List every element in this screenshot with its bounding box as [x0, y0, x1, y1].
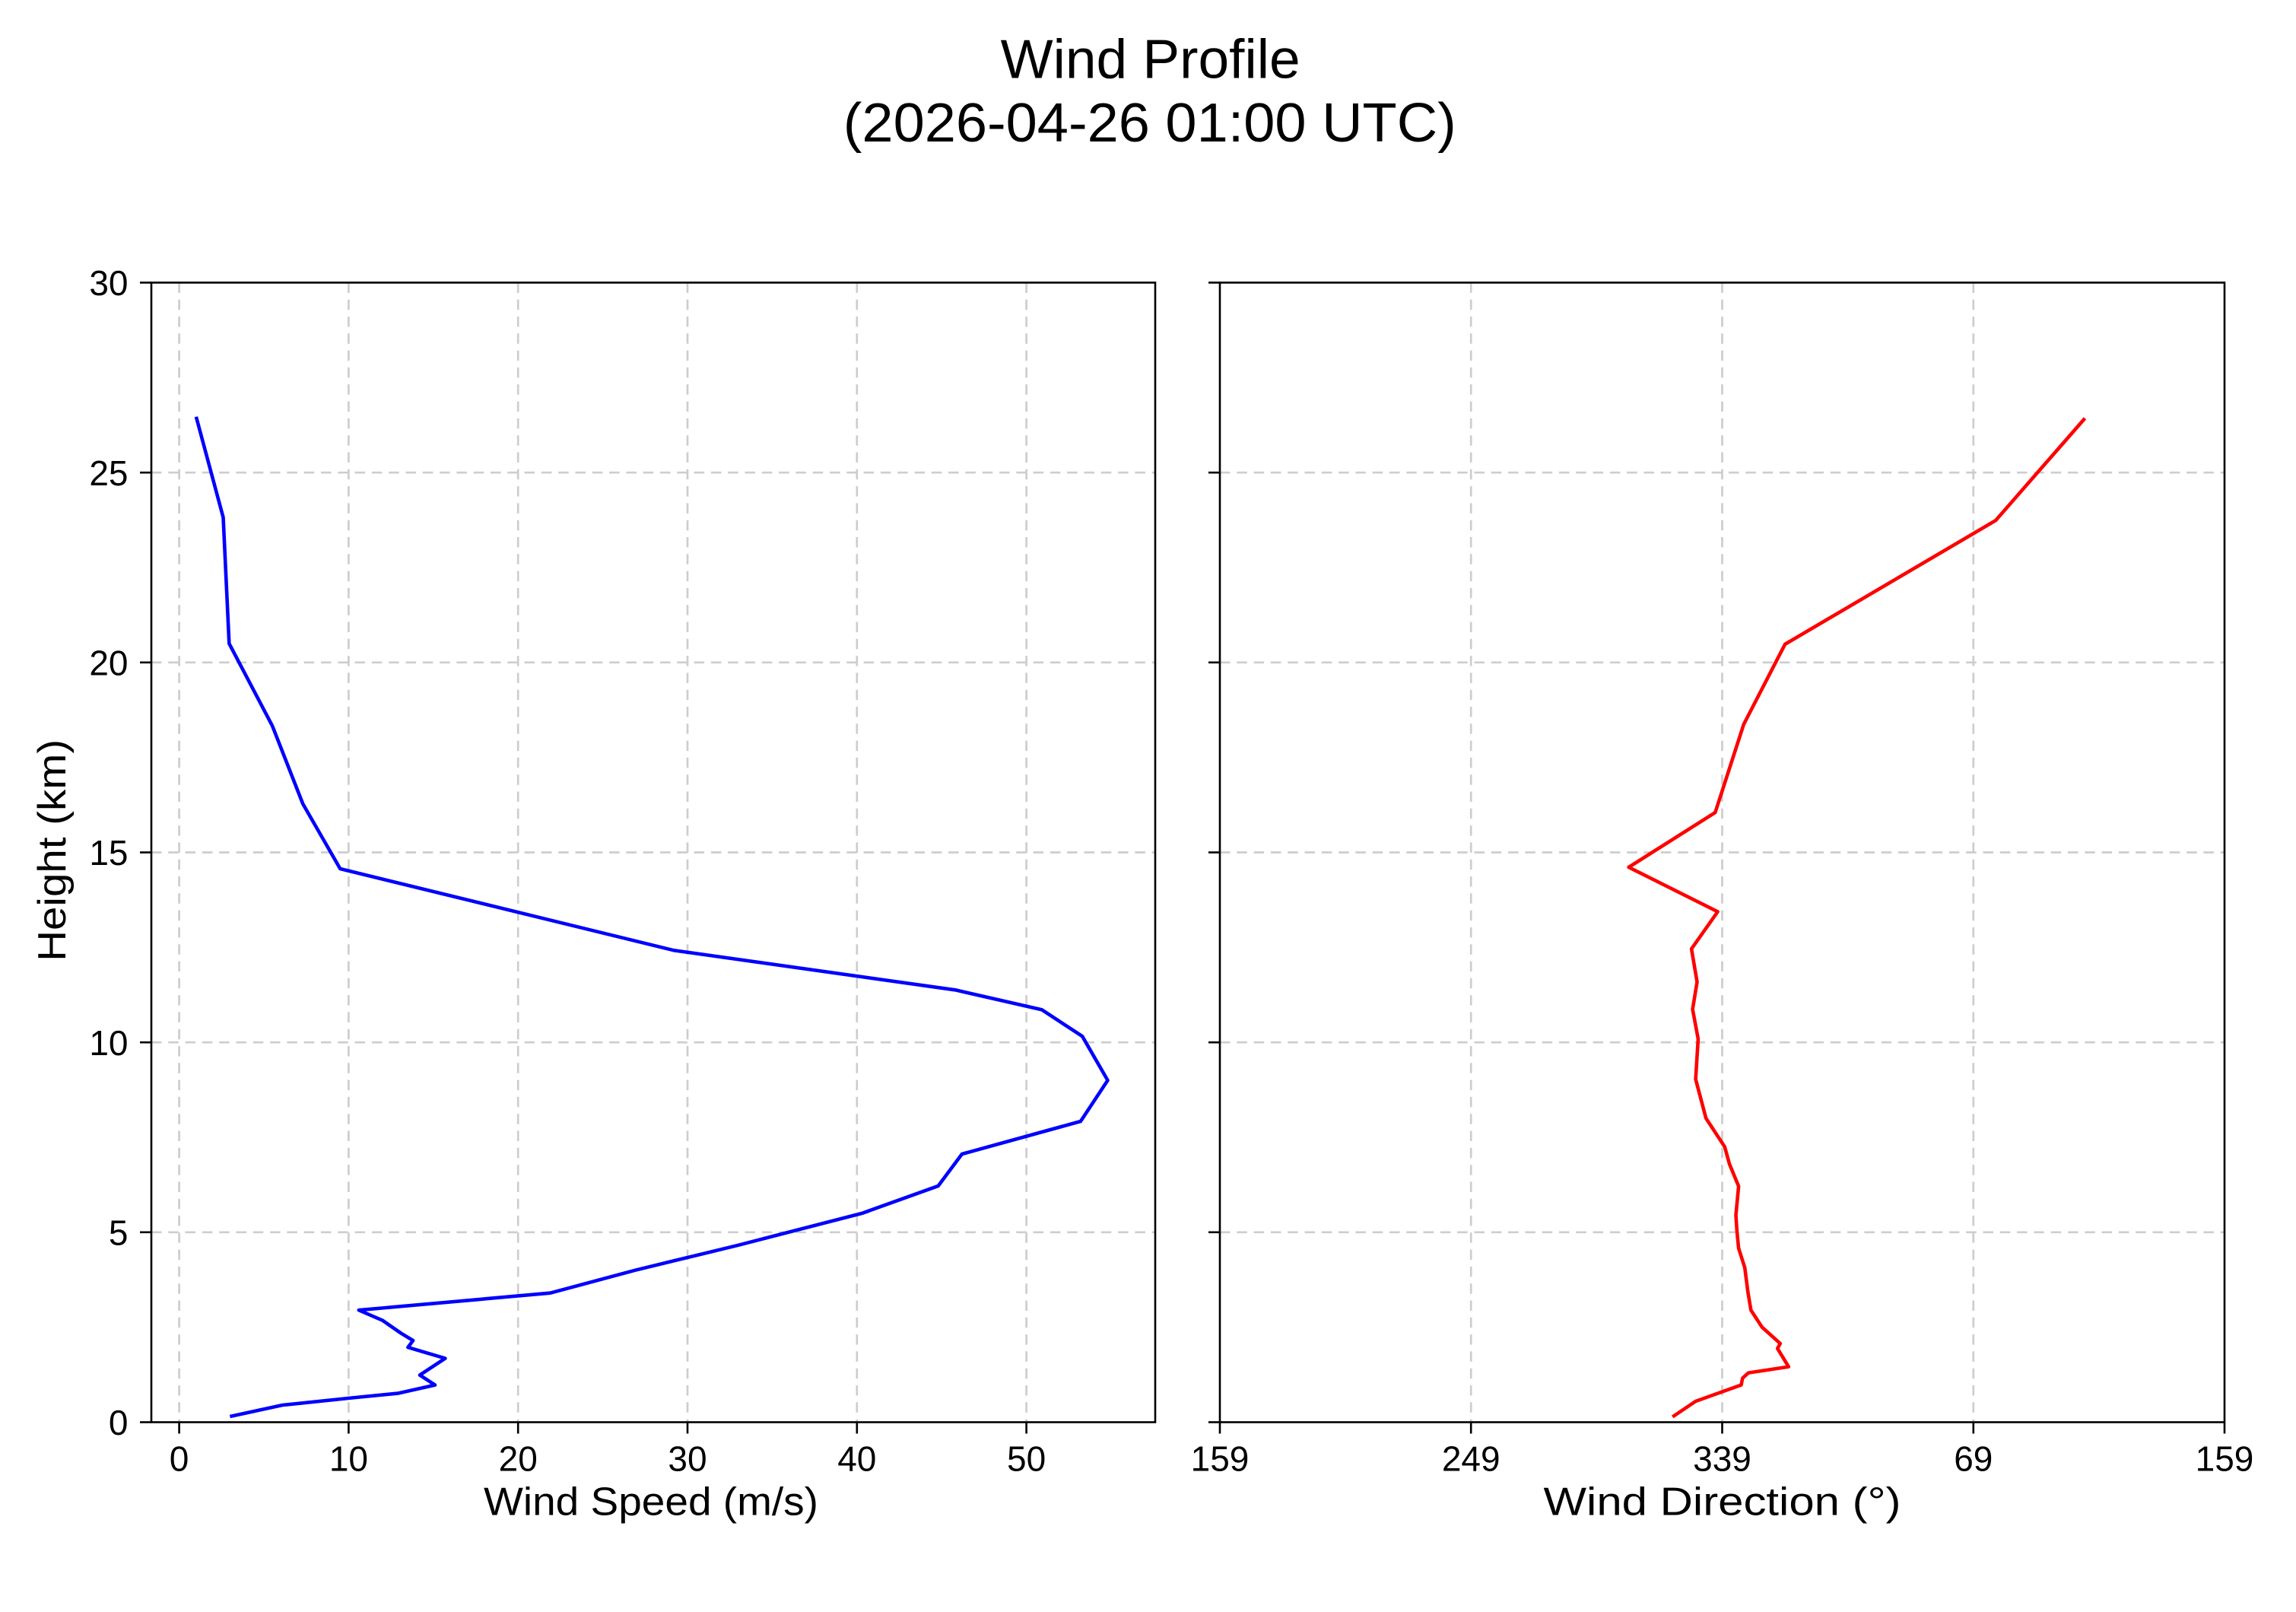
svg-text:Height (km): Height (km)	[30, 739, 75, 962]
svg-text:20: 20	[89, 643, 128, 682]
svg-text:159: 159	[2196, 1439, 2254, 1478]
svg-text:40: 40	[837, 1439, 876, 1478]
svg-text:Wind Direction (°): Wind Direction (°)	[1544, 1480, 1901, 1525]
svg-text:10: 10	[89, 1023, 128, 1063]
svg-text:249: 249	[1442, 1439, 1500, 1478]
svg-text:339: 339	[1693, 1439, 1751, 1478]
svg-text:5: 5	[109, 1213, 129, 1252]
svg-text:0: 0	[109, 1403, 129, 1442]
svg-text:20: 20	[499, 1439, 538, 1478]
svg-text:Wind Speed (m/s): Wind Speed (m/s)	[484, 1480, 818, 1525]
svg-text:0: 0	[170, 1439, 189, 1478]
svg-text:69: 69	[1954, 1439, 1993, 1478]
svg-text:15: 15	[89, 833, 128, 873]
svg-text:10: 10	[329, 1439, 368, 1478]
svg-text:50: 50	[1007, 1439, 1046, 1478]
svg-text:159: 159	[1191, 1439, 1250, 1478]
svg-text:(2026-04-26 01:00 UTC): (2026-04-26 01:00 UTC)	[843, 93, 1456, 154]
svg-text:Wind Profile: Wind Profile	[1001, 30, 1300, 91]
svg-text:30: 30	[89, 263, 128, 303]
svg-text:30: 30	[668, 1439, 707, 1478]
svg-text:25: 25	[89, 453, 128, 493]
